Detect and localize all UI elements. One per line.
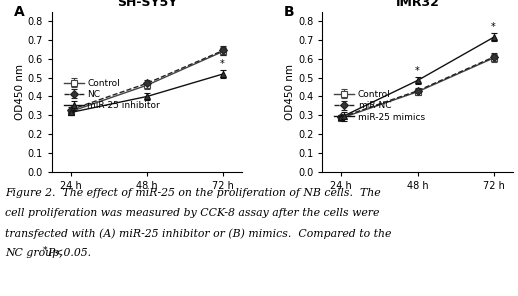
Text: *: * — [414, 66, 419, 76]
Legend: Control, miR-NC, miR-25 mimics: Control, miR-NC, miR-25 mimics — [333, 88, 427, 123]
Text: Figure 2.  The effect of miR-25 on the proliferation of NB cells.  The: Figure 2. The effect of miR-25 on the pr… — [5, 188, 381, 198]
Text: P<0.05.: P<0.05. — [48, 248, 92, 258]
Text: A: A — [13, 5, 24, 20]
Text: NC group,: NC group, — [5, 248, 70, 258]
Y-axis label: OD450 nm: OD450 nm — [15, 64, 25, 120]
Title: SH-SY5Y: SH-SY5Y — [117, 0, 177, 9]
Title: IMR32: IMR32 — [396, 0, 439, 9]
Text: *: * — [220, 59, 225, 69]
Text: B: B — [284, 5, 295, 20]
Text: cell proliferation was measured by CCK-8 assay after the cells were: cell proliferation was measured by CCK-8… — [5, 208, 380, 218]
Text: *: * — [43, 246, 48, 255]
Text: *: * — [491, 22, 495, 32]
Text: *: * — [144, 82, 149, 92]
Y-axis label: OD450 nm: OD450 nm — [285, 64, 295, 120]
Legend: Control, NC, miR-25 inhibitor: Control, NC, miR-25 inhibitor — [62, 77, 162, 112]
Text: transfected with (A) miR-25 inhibitor or (B) mimics.  Compared to the: transfected with (A) miR-25 inhibitor or… — [5, 228, 392, 239]
